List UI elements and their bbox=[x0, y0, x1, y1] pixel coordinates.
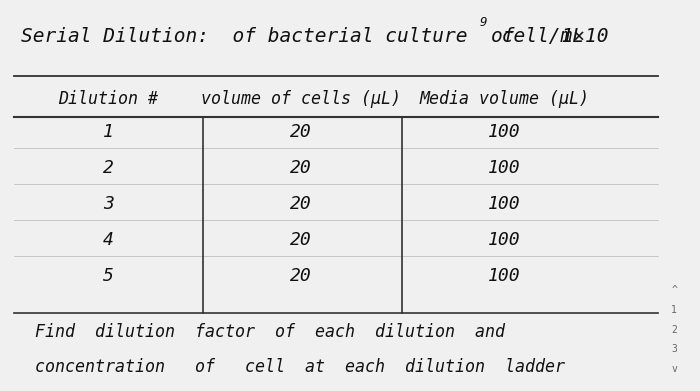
Text: Serial Dilution:  of bacterial culture  of    1×10: Serial Dilution: of bacterial culture of… bbox=[21, 27, 608, 47]
Text: 4: 4 bbox=[103, 231, 114, 249]
Text: Media volume (μL): Media volume (μL) bbox=[419, 90, 589, 108]
Text: 2: 2 bbox=[103, 159, 114, 177]
Text: 100: 100 bbox=[488, 159, 520, 177]
Text: 20: 20 bbox=[290, 159, 312, 177]
Text: ^: ^ bbox=[671, 285, 677, 296]
Text: volume of cells (μL): volume of cells (μL) bbox=[201, 90, 401, 108]
Text: v: v bbox=[671, 364, 677, 374]
Text: 3: 3 bbox=[103, 195, 114, 213]
Text: 20: 20 bbox=[290, 267, 312, 285]
Text: 2: 2 bbox=[671, 325, 677, 335]
Text: 100: 100 bbox=[488, 123, 520, 141]
Text: 5: 5 bbox=[103, 267, 114, 285]
Text: Find  dilution  factor  of  each  dilution  and: Find dilution factor of each dilution an… bbox=[35, 323, 505, 341]
Text: 1: 1 bbox=[671, 305, 677, 315]
Text: 20: 20 bbox=[290, 195, 312, 213]
Text: Dilution #: Dilution # bbox=[59, 90, 158, 108]
Text: 100: 100 bbox=[488, 267, 520, 285]
Text: 3: 3 bbox=[671, 344, 677, 354]
Text: 9: 9 bbox=[480, 16, 487, 29]
Text: 100: 100 bbox=[488, 231, 520, 249]
Text: cell/mL: cell/mL bbox=[490, 27, 584, 47]
Text: 1: 1 bbox=[103, 123, 114, 141]
Text: concentration   of   cell  at  each  dilution  ladder: concentration of cell at each dilution l… bbox=[35, 358, 565, 376]
Text: 20: 20 bbox=[290, 123, 312, 141]
Text: 20: 20 bbox=[290, 231, 312, 249]
Text: 100: 100 bbox=[488, 195, 520, 213]
